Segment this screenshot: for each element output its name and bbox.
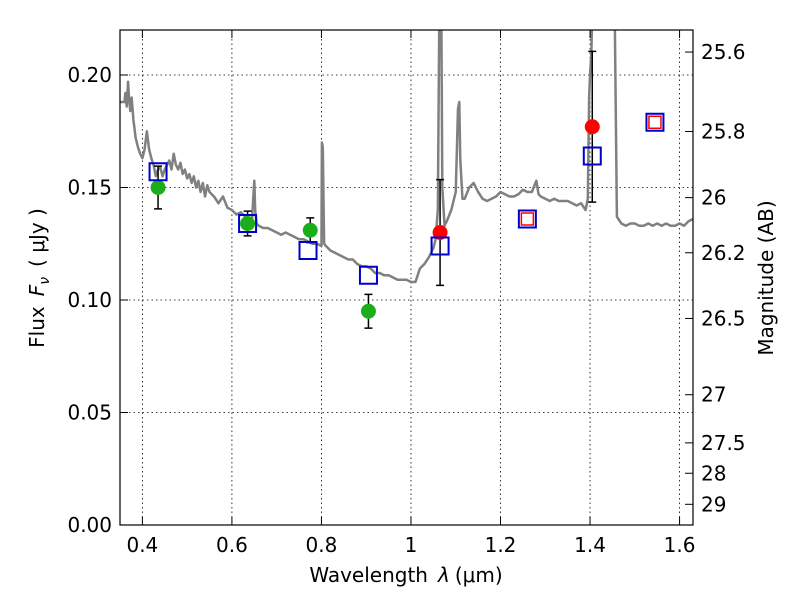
x-tick-label: 0.6 — [216, 533, 248, 557]
x-axis-title: Wavelength λ (μm) — [309, 563, 502, 587]
ticks: 0.4 0.6 0.8 1 1.2 1.4 1.6 0.00 0.05 0.10 0.15 0.20 2… — [67, 30, 746, 557]
data-layer — [120, 30, 693, 329]
y-tick-label: 0.10 — [67, 288, 112, 312]
y2-tick-label: 26.5 — [701, 306, 746, 330]
y2-tick-label: 27 — [701, 383, 726, 407]
x-tick-label: 1.4 — [574, 533, 606, 557]
model-point-square — [517, 209, 537, 229]
y2-tick-label: 25.8 — [701, 119, 746, 143]
limit-point-square — [520, 212, 535, 226]
data-point-circle — [584, 119, 600, 135]
data-point-circle — [360, 303, 376, 319]
limit-point-square — [648, 115, 662, 129]
y2-tick-label: 26.2 — [701, 241, 746, 265]
x-tick-label: 1.2 — [485, 533, 517, 557]
plot-area — [120, 30, 693, 525]
y2-axis-title: Magnitude (AB) — [754, 200, 778, 355]
x-tick-label: 1.6 — [664, 533, 696, 557]
x-tick-label: 1 — [405, 533, 418, 557]
x-tick-label: 0.8 — [306, 533, 338, 557]
plot-frame — [119, 29, 694, 526]
y2-tick-label: 28 — [701, 461, 726, 485]
y-axis-title: FluxFν( μJy ) — [25, 208, 53, 348]
y2-tick-label: 26 — [701, 186, 726, 210]
x-tick-label: 0.4 — [126, 533, 158, 557]
data-point-circle — [432, 225, 448, 240]
y2-tick-label: 29 — [701, 492, 726, 516]
spectrum-line — [120, 30, 693, 284]
y-tick-label: 0.15 — [67, 176, 112, 200]
model-point-square — [582, 146, 602, 166]
y2-tick-label: 27.5 — [701, 431, 746, 455]
model-point-square — [358, 265, 378, 285]
y-tick-label: 0.20 — [67, 63, 112, 87]
model-point-square — [430, 236, 450, 256]
data-point-circle — [240, 216, 256, 231]
data-point-circle — [302, 222, 318, 238]
data-point-circle — [150, 180, 166, 195]
model-point-square — [298, 241, 318, 260]
y-tick-label: 0.00 — [67, 513, 112, 537]
y2-tick-label: 25.6 — [701, 40, 746, 64]
model-point-square — [645, 112, 665, 132]
model-point-square — [148, 162, 168, 182]
y-tick-label: 0.05 — [67, 401, 112, 425]
model-point-square — [238, 214, 258, 233]
